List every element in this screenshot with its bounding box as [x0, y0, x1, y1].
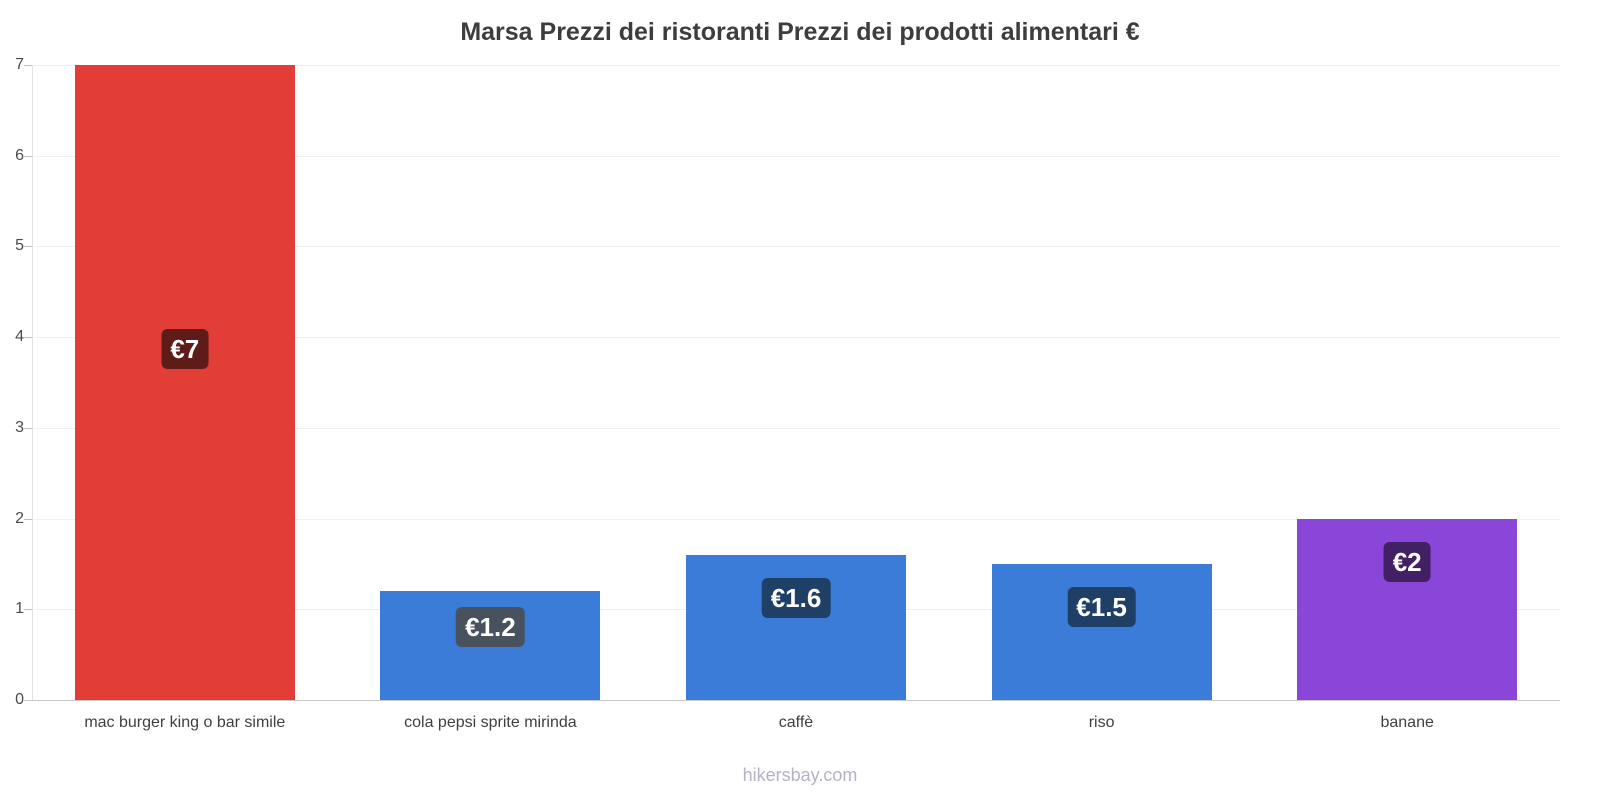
- ytick-label-5: 5: [15, 237, 24, 255]
- ytick-label-2: 2: [15, 509, 24, 527]
- ytick-mark-3: [24, 427, 32, 429]
- ytick-mark-4: [24, 337, 32, 339]
- ytick-label-7: 7: [15, 56, 24, 73]
- bar-cola: €1.2: [380, 591, 601, 700]
- x-axis-line: [24, 700, 1560, 701]
- ytick-label-6: 6: [15, 146, 24, 164]
- category-label: cola pepsi sprite mirinda: [404, 714, 577, 731]
- bar-riso: €1.5: [991, 563, 1212, 700]
- ytick-mark-2: [24, 518, 32, 520]
- ytick-label-3: 3: [15, 418, 24, 436]
- ytick-mark-5: [24, 246, 32, 248]
- bar-value-label: €1.2: [456, 607, 525, 648]
- ytick-label-4: 4: [15, 328, 24, 346]
- category-label: banane: [1380, 714, 1434, 731]
- chart-title: Marsa Prezzi dei ristoranti Prezzi dei p…: [460, 18, 1140, 46]
- bar-banane: €2: [1297, 518, 1518, 700]
- bar-mac: €7: [74, 65, 295, 700]
- ytick-mark-7: [24, 65, 32, 66]
- bar-value-label: €2: [1383, 541, 1431, 582]
- bar-value-label: €7: [161, 328, 209, 369]
- gridline-y2: [32, 518, 1560, 520]
- ytick-mark-6: [24, 155, 32, 157]
- gridline-y7: [32, 65, 1560, 66]
- category-label: caffè: [778, 714, 814, 731]
- bar-value-label: €1.5: [1067, 586, 1136, 627]
- gridline-y6: [32, 155, 1560, 157]
- gridline-y5: [32, 246, 1560, 248]
- watermark-hikersbay: hikersbay.com: [742, 765, 858, 785]
- gridline-y4: [32, 337, 1560, 339]
- ytick-mark-1: [24, 609, 32, 611]
- ytick-label-0: 0: [15, 691, 24, 708]
- gridline-y3: [32, 427, 1560, 429]
- bar-value-label: €1.6: [761, 577, 831, 618]
- bar-caffè: €1.6: [686, 554, 906, 700]
- category-label: mac burger king o bar simile: [84, 714, 286, 731]
- ytick-label-1: 1: [15, 600, 24, 618]
- category-label: riso: [1088, 714, 1115, 731]
- y-axis-line: [32, 65, 33, 700]
